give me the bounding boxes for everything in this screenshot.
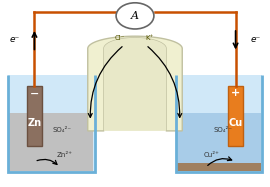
FancyBboxPatch shape — [176, 75, 262, 172]
FancyBboxPatch shape — [177, 113, 261, 171]
Text: Cu²⁺: Cu²⁺ — [204, 151, 220, 157]
Text: SO₄²⁻: SO₄²⁻ — [52, 127, 71, 133]
Text: e⁻: e⁻ — [9, 35, 20, 44]
Text: Cu: Cu — [228, 118, 243, 128]
Text: e⁻: e⁻ — [251, 35, 261, 44]
FancyBboxPatch shape — [27, 86, 42, 146]
Text: SO₄²⁻: SO₄²⁻ — [214, 127, 232, 133]
Text: K⁺: K⁺ — [146, 35, 154, 41]
FancyBboxPatch shape — [228, 86, 243, 146]
FancyBboxPatch shape — [8, 75, 94, 172]
Polygon shape — [104, 38, 166, 131]
Text: A: A — [131, 11, 139, 21]
Text: +: + — [231, 88, 240, 99]
FancyBboxPatch shape — [9, 113, 93, 171]
FancyBboxPatch shape — [177, 163, 261, 171]
Text: Cl⁻: Cl⁻ — [115, 35, 125, 41]
Text: Zn²⁺: Zn²⁺ — [56, 151, 72, 157]
Text: −: − — [30, 88, 39, 99]
Polygon shape — [88, 36, 182, 131]
Circle shape — [116, 3, 154, 29]
Text: Zn: Zn — [27, 118, 42, 128]
